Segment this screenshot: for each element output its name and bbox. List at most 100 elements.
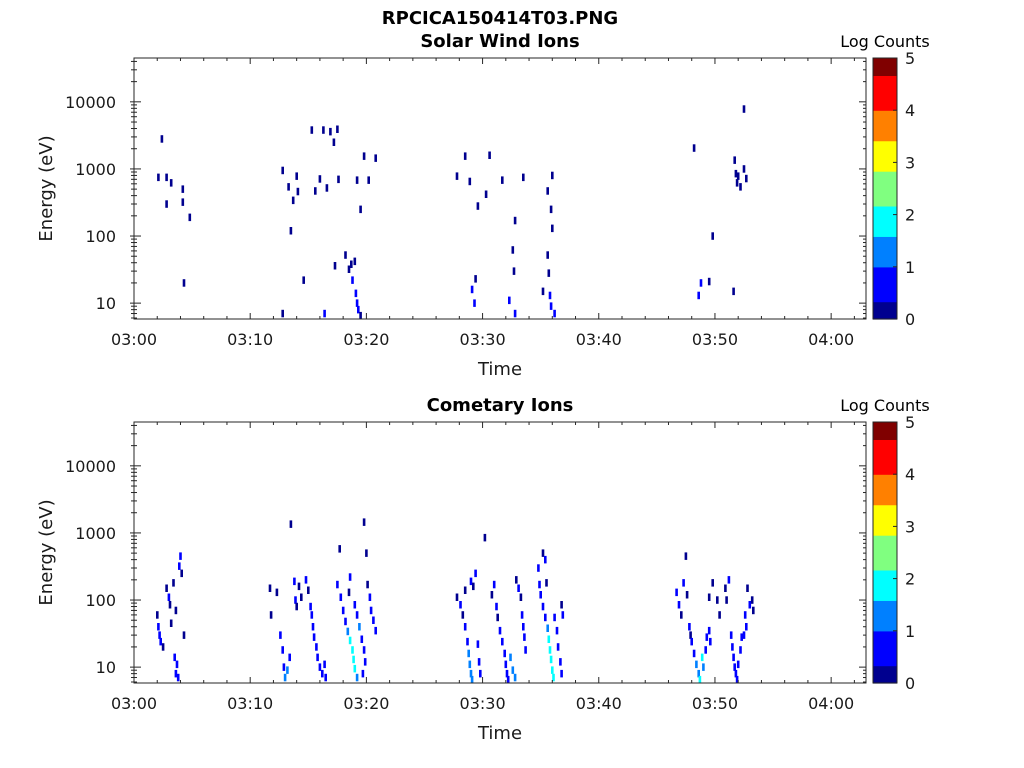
data-cell <box>501 637 504 646</box>
data-cell <box>709 637 712 646</box>
colorbar-segment <box>873 561 897 567</box>
data-cell <box>318 175 322 183</box>
data-cell <box>752 606 755 615</box>
data-cell <box>547 635 551 643</box>
colorbar-segment <box>873 62 897 68</box>
colorbar-segment <box>873 522 897 527</box>
data-cell <box>477 658 481 666</box>
colorbar-tick-label: 3 <box>905 153 915 172</box>
y-tick-label: 100 <box>85 591 116 610</box>
data-cell <box>360 635 364 643</box>
data-cell <box>355 673 359 682</box>
colorbar-segment <box>873 279 897 285</box>
colorbar-title: Log Counts <box>840 396 930 415</box>
data-cell <box>310 126 314 134</box>
x-tick-label: 03:50 <box>692 694 738 713</box>
data-cell <box>490 591 494 599</box>
data-cell <box>546 624 549 632</box>
data-cell <box>560 601 563 609</box>
colorbar-segment <box>873 530 897 536</box>
data-cell <box>470 675 474 684</box>
data-cell <box>359 311 362 320</box>
colorbar-tick-label: 4 <box>905 101 915 120</box>
data-cell <box>160 135 164 143</box>
data-cell <box>476 202 480 210</box>
data-cell <box>348 636 352 645</box>
colorbar-title: Log Counts <box>840 32 930 51</box>
colorbar-segment <box>873 175 897 181</box>
data-cell <box>182 631 186 639</box>
data-cell <box>365 549 368 557</box>
colorbar-segment <box>873 210 897 216</box>
data-cell <box>310 611 314 619</box>
data-cell <box>541 602 545 611</box>
data-cell <box>740 633 743 641</box>
colorbar-segment <box>873 84 897 90</box>
colorbar-segment <box>873 500 897 506</box>
colorbar-segment <box>873 609 897 614</box>
data-cell <box>739 183 742 191</box>
x-tick-label: 03:10 <box>227 330 273 349</box>
data-cell <box>311 623 315 631</box>
data-cell <box>688 623 691 631</box>
colorbar-segment <box>873 179 897 185</box>
colorbar-segment <box>873 426 897 432</box>
colorbar-segment <box>873 236 897 242</box>
data-cell <box>724 584 727 592</box>
data-cell <box>470 285 474 294</box>
data-cell <box>353 257 357 266</box>
data-cell <box>515 576 518 584</box>
colorbar-segment <box>873 223 897 229</box>
data-cell <box>362 518 366 526</box>
y-tick-label: 1000 <box>75 524 116 543</box>
data-cell <box>341 606 345 615</box>
data-cell <box>179 552 182 560</box>
data-cell <box>539 591 542 599</box>
colorbar-segment <box>873 192 897 198</box>
colorbar-segment <box>873 556 897 562</box>
data-cell <box>742 105 746 113</box>
data-cell <box>297 582 301 591</box>
data-cell <box>461 611 465 619</box>
x-axis-label: Time <box>477 723 522 744</box>
panel-title: Solar Wind Ions <box>420 31 579 52</box>
colorbar-segment <box>873 297 897 303</box>
colorbar-segment <box>873 218 897 224</box>
panel-title: Cometary Ions <box>427 395 574 416</box>
data-cell <box>513 673 517 682</box>
data-cell <box>294 596 297 604</box>
colorbar-segment <box>873 158 897 163</box>
colorbar-segment <box>873 622 897 628</box>
data-cell <box>347 588 351 597</box>
data-cell <box>697 669 700 678</box>
data-cell <box>707 593 711 601</box>
data-cell <box>169 179 173 187</box>
colorbar-segment <box>873 205 897 211</box>
x-tick-label: 03:40 <box>576 694 622 713</box>
data-cell <box>468 660 472 669</box>
data-cell <box>467 649 470 658</box>
colorbar-segment <box>873 539 897 545</box>
colorbar-segment <box>873 197 897 203</box>
colorbar-segment <box>873 456 897 462</box>
y-tick-label: 10 <box>96 658 116 677</box>
x-axis-label: Time <box>477 359 522 380</box>
data-cell <box>295 602 298 611</box>
x-tick-label: 04:00 <box>808 694 854 713</box>
colorbar-segment <box>873 292 897 298</box>
data-cell <box>353 601 357 609</box>
colorbar-segment <box>873 626 897 632</box>
data-cell <box>551 171 554 180</box>
data-cell <box>729 631 733 639</box>
data-cell <box>374 626 377 635</box>
data-cell <box>269 611 273 619</box>
data-cell <box>522 623 525 631</box>
data-cell <box>553 309 556 318</box>
data-cell <box>512 267 516 275</box>
data-cell <box>176 673 180 682</box>
colorbar-segment <box>873 162 897 168</box>
data-cell <box>314 187 317 195</box>
data-cell <box>352 655 355 664</box>
data-cell <box>359 205 362 214</box>
